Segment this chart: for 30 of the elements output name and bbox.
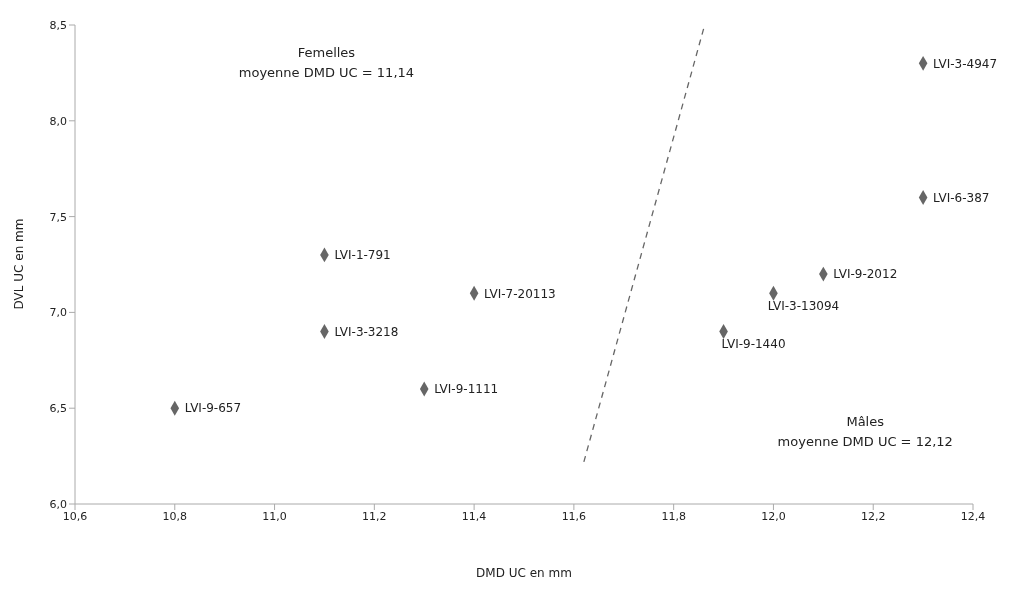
x-tick-label: 11,8 <box>661 509 686 523</box>
annotation: LVI-7-20113 <box>484 286 556 301</box>
y-tick-label: 6,0 <box>49 497 67 511</box>
x-tick-label: 12,4 <box>960 509 986 523</box>
annotation: LVI-3-3218 <box>334 324 399 339</box>
x-tick-label: 12,2 <box>860 509 886 523</box>
y-tick-label: 7,0 <box>49 306 67 320</box>
y-tick-label: 8,5 <box>49 18 67 32</box>
x-tick-label: 10,6 <box>62 509 88 523</box>
y-tick-label: 8,0 <box>49 114 67 128</box>
annotation: LVI-9-1111 <box>434 382 499 397</box>
annotation: LVI-9-2012 <box>833 267 898 282</box>
annotation: LVI-9-657 <box>184 401 242 416</box>
annotation: LVI-9-1440 <box>721 337 786 352</box>
y-axis-title: DVL UC en mm <box>11 217 25 311</box>
annotation: LVI-6-387 <box>933 190 990 205</box>
y-tick-label: 6,5 <box>49 402 67 416</box>
annotation: LVI-3-4947 <box>933 56 998 71</box>
x-tick-label: 10,8 <box>162 509 188 523</box>
annotation: Femelles moyenne DMD UC = 11,14 <box>237 44 416 83</box>
annotation: LVI-3-13094 <box>767 298 840 313</box>
x-tick-label: 11,2 <box>362 509 387 523</box>
x-tick-label: 12,0 <box>761 509 786 523</box>
x-tick-label: 11,4 <box>461 509 487 523</box>
x-tick-label: 11,6 <box>561 509 587 523</box>
x-axis-title: DMD UC en mm <box>475 566 573 580</box>
annotation: LVI-1-791 <box>334 248 391 263</box>
y-tick-label: 7,5 <box>49 210 67 224</box>
x-tick-label: 11,0 <box>262 509 287 523</box>
annotation: Mâles moyenne DMD UC = 12,12 <box>776 413 954 452</box>
